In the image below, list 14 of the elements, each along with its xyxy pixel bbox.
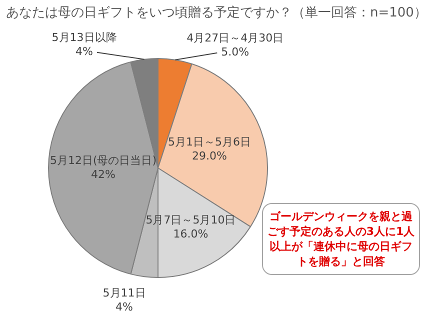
slice-label: 5月1日～5月6日 [168,135,252,148]
slice-label: 5月13日以降 [52,31,117,44]
slice-label: 5月12日(母の日当日) [50,154,157,167]
data-label: 16.0% [173,227,208,240]
data-label: 4% [116,300,134,314]
data-label: 29.0% [192,149,227,162]
data-label: 4% [76,45,94,58]
text: ゴールデンウィークを親と過ごす予定のある人の3人に1人以上が「連休中に母の日ギフトを贈る」と回答 [262,203,420,275]
slice-label: 5月11日 [102,286,146,300]
data-label: 42% [91,168,116,181]
slice-label: 5月7日～5月10日 [146,213,236,226]
data-label: 5.0% [221,46,250,59]
chart-title: あなたは母の日ギフトをいつ頃贈る予定ですか？（単一回答：n=100） [6,5,427,20]
slice-label: 4月27日～4月30日 [186,32,284,45]
